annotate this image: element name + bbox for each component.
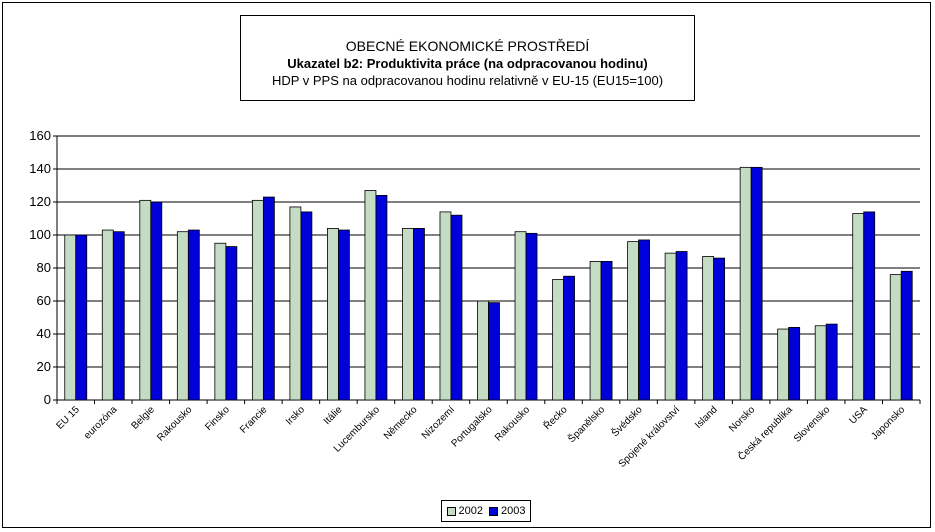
x-tick-label: Finsko bbox=[203, 404, 232, 433]
bar-2002 bbox=[552, 279, 564, 401]
bar-2003 bbox=[187, 229, 200, 401]
bar-2003 bbox=[488, 302, 500, 401]
bar-2003 bbox=[300, 211, 313, 401]
chart-subtitle: Ukazatel b2: Produktivita práce (na odpr… bbox=[287, 56, 648, 71]
x-tick-label: Německo bbox=[382, 404, 420, 442]
bar-2003 bbox=[675, 251, 688, 401]
legend-swatch-2003 bbox=[489, 506, 498, 516]
y-tick-label: 120 bbox=[29, 194, 51, 209]
bar-2002 bbox=[852, 213, 865, 401]
chart-legend: 2002 2003 bbox=[441, 500, 531, 522]
y-tick-label: 60 bbox=[37, 293, 51, 308]
x-tick-label: Francie bbox=[238, 404, 270, 436]
bar-2002 bbox=[439, 211, 452, 401]
bar-2003 bbox=[900, 270, 913, 401]
bar-2002 bbox=[702, 256, 715, 401]
x-tick-label: Norsko bbox=[727, 404, 757, 434]
y-tick-label: 100 bbox=[29, 227, 51, 242]
bar-2003 bbox=[788, 326, 801, 401]
chart-title: OBECNÉ EKONOMICKÉ PROSTŘEDÍ bbox=[345, 38, 590, 54]
x-tick-label: USA bbox=[848, 404, 871, 427]
x-tick-label: Rakousko bbox=[493, 404, 533, 444]
bar-2003 bbox=[225, 246, 238, 401]
legend-swatch-2002 bbox=[446, 506, 456, 516]
bar-2002 bbox=[814, 325, 827, 401]
bar-2002 bbox=[627, 241, 639, 401]
x-tick-label: Řecko bbox=[540, 403, 570, 433]
x-tick-label: Švédsko bbox=[608, 403, 645, 440]
y-tick-label: 40 bbox=[37, 326, 51, 341]
bar-2002 bbox=[589, 260, 602, 401]
bar-2002 bbox=[739, 166, 752, 401]
bar-2002 bbox=[101, 229, 114, 401]
y-tick-label: 160 bbox=[29, 128, 51, 143]
bar-2002 bbox=[402, 227, 414, 401]
x-tick-label: Japonsko bbox=[869, 404, 907, 442]
bar-2002 bbox=[139, 199, 152, 401]
y-tick-label: 140 bbox=[29, 161, 51, 176]
bar-2003 bbox=[375, 194, 388, 401]
y-tick-label: 80 bbox=[37, 260, 51, 275]
bar-2002 bbox=[514, 231, 527, 401]
x-tick-label: Rakousko bbox=[155, 404, 195, 444]
bar-2002 bbox=[364, 190, 377, 401]
x-tick-label: eurozóna bbox=[82, 404, 120, 442]
bar-2002 bbox=[327, 227, 339, 401]
legend-label-2002: 2002 bbox=[458, 505, 483, 517]
bar-2003 bbox=[525, 232, 538, 401]
bar-2003 bbox=[338, 229, 350, 401]
bar-2003 bbox=[825, 323, 838, 401]
chart-title-box: OBECNÉ EKONOMICKÉ PROSTŘEDÍ Ukazatel b2:… bbox=[240, 15, 695, 101]
bar-2003 bbox=[262, 196, 275, 401]
legend-item-2002: 2002 bbox=[446, 505, 483, 517]
y-tick-label: 20 bbox=[37, 359, 51, 374]
legend-item-2003: 2003 bbox=[489, 505, 525, 517]
bar-2003 bbox=[563, 275, 575, 401]
bar-2003 bbox=[75, 234, 88, 401]
x-tick-label: Itálie bbox=[322, 404, 345, 427]
bar-2002 bbox=[889, 274, 902, 401]
bar-2003 bbox=[638, 239, 650, 401]
x-tick-label: Irsko bbox=[284, 404, 307, 427]
x-tick-label: Portugalsko bbox=[449, 404, 494, 449]
bar-2003 bbox=[863, 211, 876, 401]
bar-2002 bbox=[477, 300, 489, 401]
y-tick-label: 0 bbox=[44, 392, 51, 407]
legend-label-2003: 2003 bbox=[501, 505, 526, 517]
bar-2003 bbox=[112, 231, 125, 401]
bar-2002 bbox=[251, 199, 264, 401]
x-tick-label: Španělsko bbox=[565, 403, 608, 446]
x-tick-label: Nizozemí bbox=[420, 404, 457, 441]
bar-2002 bbox=[777, 328, 790, 401]
bar-2003 bbox=[713, 257, 726, 401]
x-tick-label: Island bbox=[693, 404, 720, 431]
x-tick-label: EU 15 bbox=[54, 404, 82, 432]
x-tick-label: Slovensko bbox=[792, 404, 833, 445]
chart-subtitle-2: HDP v PPS na odpracovanou hodinu relativ… bbox=[271, 73, 664, 88]
x-tick-label: Belgie bbox=[129, 404, 157, 432]
bar-2002 bbox=[64, 234, 77, 401]
bar-2002 bbox=[214, 242, 227, 401]
bar-2002 bbox=[176, 231, 189, 401]
bar-2002 bbox=[664, 252, 677, 401]
bar-2003 bbox=[600, 260, 613, 401]
bar-2003 bbox=[450, 214, 463, 401]
bar-2003 bbox=[750, 166, 763, 401]
bar-2003 bbox=[150, 201, 163, 401]
bar-2003 bbox=[413, 227, 425, 401]
bar-2002 bbox=[289, 206, 302, 401]
